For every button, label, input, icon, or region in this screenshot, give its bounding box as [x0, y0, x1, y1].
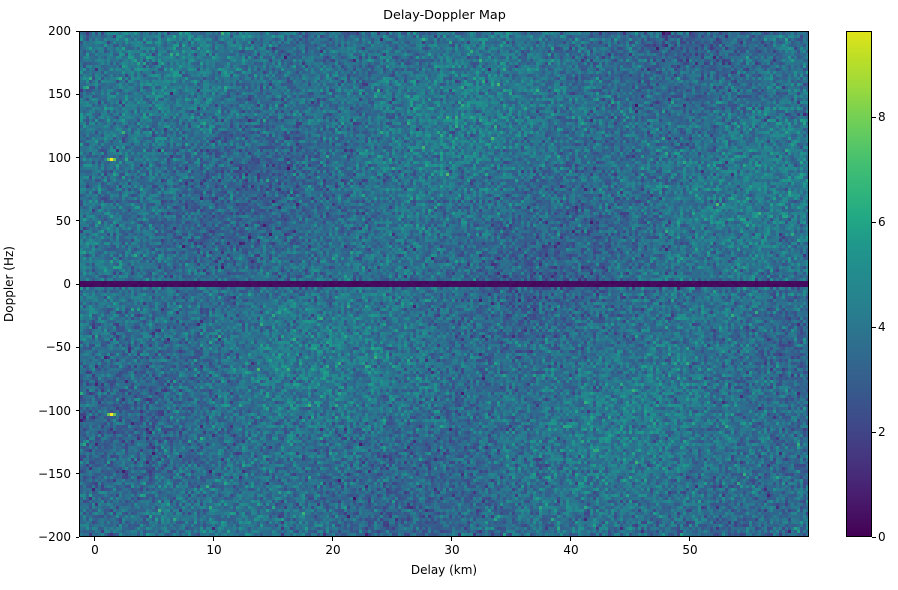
y-tick-mark: [75, 536, 79, 538]
colorbar-tick-mark: [872, 221, 876, 223]
x-tick-mark: [570, 537, 572, 541]
x-tick-label: 0: [91, 543, 99, 557]
y-tick-label: 50: [55, 213, 71, 228]
x-tick-mark: [213, 537, 215, 541]
x-tick-mark: [332, 537, 334, 541]
y-tick-label: 100: [48, 150, 71, 165]
colorbar-tick-label: 6: [878, 215, 886, 230]
x-tick-mark: [451, 537, 453, 541]
y-tick-label: −200: [38, 530, 71, 544]
colorbar-tick-mark: [872, 326, 876, 328]
y-tick-label: −100: [38, 403, 71, 418]
y-axis-label: Doppler (Hz): [2, 246, 16, 322]
x-tick-mark: [94, 537, 96, 541]
x-axis-label: Delay (km): [410, 563, 478, 577]
x-tick-label: 50: [682, 543, 698, 557]
colorbar-tick-label: 0: [878, 530, 886, 544]
y-tick-label: −50: [45, 340, 71, 355]
colorbar-tick-mark: [872, 536, 876, 538]
y-tick-label: 0: [63, 277, 71, 291]
y-tick-mark: [75, 93, 79, 95]
heatmap-image: [80, 32, 808, 536]
y-tick-mark: [75, 283, 79, 285]
y-tick-mark: [75, 157, 79, 158]
y-tick-label: 200: [48, 24, 71, 38]
colorbar-tick-mark: [872, 116, 876, 118]
x-tick-mark: [689, 537, 691, 541]
page-title: Delay-Doppler Map: [383, 8, 506, 23]
y-tick-mark: [75, 346, 79, 348]
y-tick-label: −150: [38, 466, 71, 481]
y-tick-mark: [75, 30, 79, 32]
colorbar[interactable]: [846, 31, 872, 537]
y-tick-mark: [75, 410, 79, 411]
x-tick-label: 40: [563, 543, 579, 557]
delay-doppler-heatmap-axes[interactable]: [79, 31, 809, 537]
x-tick-label: 10: [206, 543, 222, 557]
y-tick-mark: [75, 473, 79, 475]
colorbar-tick-label: 4: [878, 320, 886, 335]
colorbar-tick-mark: [872, 431, 876, 433]
x-tick-label: 30: [444, 543, 460, 557]
x-tick-label: 20: [325, 543, 341, 557]
colorbar-tick-label: 2: [878, 425, 886, 440]
colorbar-tick-label: 8: [878, 110, 886, 125]
y-tick-label: 150: [48, 87, 71, 102]
y-tick-mark: [75, 220, 79, 222]
